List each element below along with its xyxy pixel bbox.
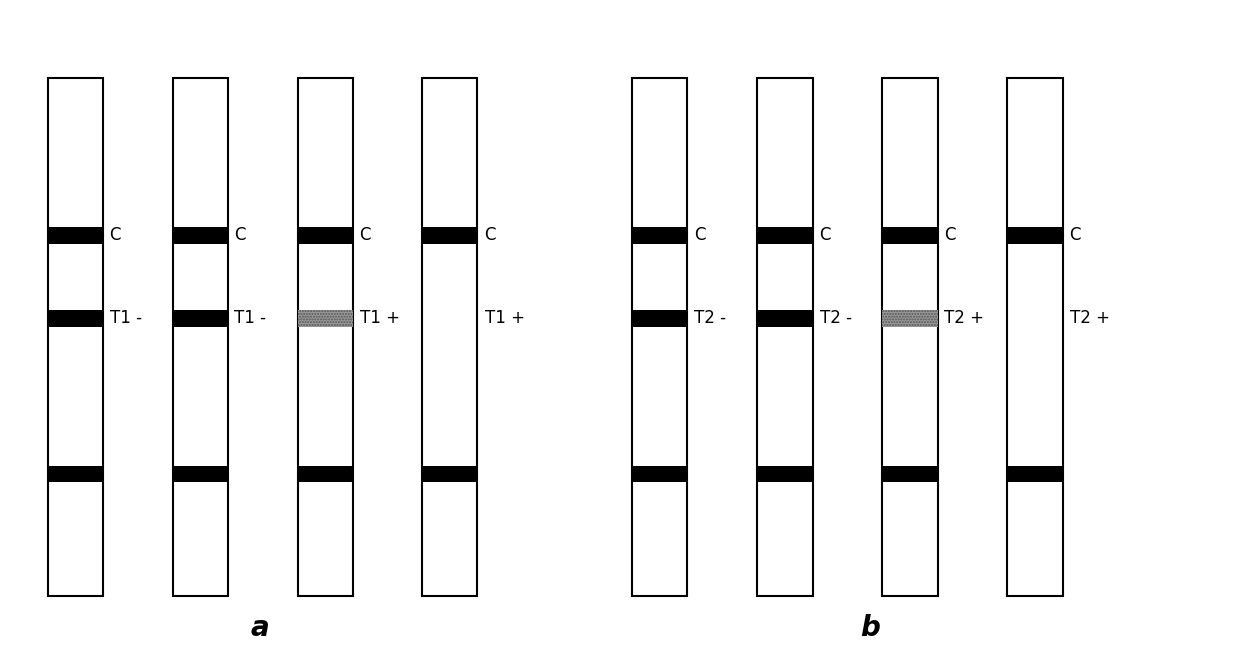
- Bar: [758, 465, 812, 482]
- Bar: [1007, 227, 1063, 244]
- Bar: [423, 465, 477, 482]
- Text: C: C: [360, 226, 371, 244]
- Bar: [298, 310, 352, 327]
- Bar: [632, 78, 687, 596]
- Text: C: C: [694, 226, 706, 244]
- Bar: [883, 310, 937, 327]
- Text: T1 -: T1 -: [234, 309, 267, 327]
- Text: T1 -: T1 -: [109, 309, 141, 327]
- Bar: [47, 78, 103, 596]
- Bar: [298, 310, 352, 327]
- Text: b: b: [861, 614, 880, 642]
- Bar: [758, 227, 812, 244]
- Bar: [883, 465, 937, 482]
- Text: T2 -: T2 -: [694, 309, 727, 327]
- Text: C: C: [109, 226, 122, 244]
- Bar: [883, 78, 937, 596]
- Bar: [632, 310, 687, 327]
- Bar: [298, 465, 352, 482]
- Bar: [883, 227, 937, 244]
- Text: C: C: [234, 226, 246, 244]
- Bar: [172, 78, 227, 596]
- Text: T2 +: T2 +: [945, 309, 985, 327]
- Bar: [423, 227, 477, 244]
- Bar: [423, 78, 477, 596]
- Text: T2 +: T2 +: [1069, 309, 1110, 327]
- Text: T1 +: T1 +: [485, 309, 525, 327]
- Bar: [632, 465, 687, 482]
- Bar: [1007, 465, 1063, 482]
- Bar: [298, 227, 352, 244]
- Bar: [758, 78, 812, 596]
- Text: C: C: [820, 226, 831, 244]
- Bar: [172, 465, 227, 482]
- Text: C: C: [945, 226, 956, 244]
- Bar: [47, 227, 103, 244]
- Bar: [758, 310, 812, 327]
- Bar: [632, 227, 687, 244]
- Bar: [172, 310, 227, 327]
- Text: a: a: [250, 614, 269, 642]
- Text: T1 +: T1 +: [360, 309, 399, 327]
- Bar: [883, 310, 937, 327]
- Bar: [47, 465, 103, 482]
- Bar: [298, 78, 352, 596]
- Bar: [172, 227, 227, 244]
- Text: T2 -: T2 -: [820, 309, 852, 327]
- Bar: [1007, 78, 1063, 596]
- Bar: [47, 310, 103, 327]
- Text: C: C: [485, 226, 496, 244]
- Text: C: C: [1069, 226, 1081, 244]
